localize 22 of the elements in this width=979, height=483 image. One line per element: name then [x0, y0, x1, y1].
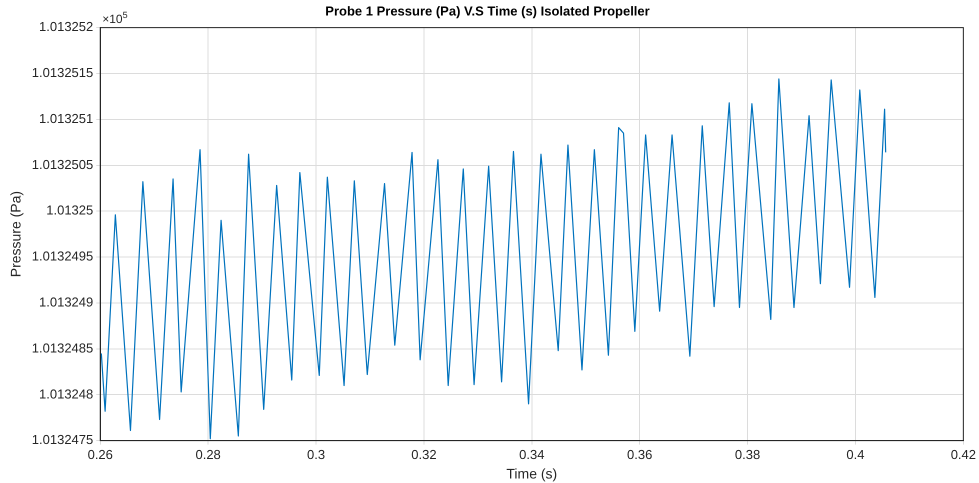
y-tick-label: 1.0132485 [32, 340, 94, 356]
x-tick-label: 0.36 [627, 446, 652, 462]
y-tick-label: 1.013248 [39, 386, 94, 402]
x-tick-label: 0.26 [88, 446, 113, 462]
y-tick-label: 1.0132505 [32, 156, 94, 172]
y-axis-title: Pressure (Pa) [7, 190, 24, 278]
x-axis-title: Time (s) [506, 465, 558, 482]
y-tick-label: 1.0132495 [32, 248, 94, 264]
x-tick-label: 0.42 [950, 446, 976, 462]
y-tick-label: 1.0132475 [32, 432, 94, 448]
x-tick-label: 0.3 [306, 446, 326, 462]
x-tick-label: 0.34 [519, 446, 544, 462]
y-tick-label: 1.013249 [39, 294, 94, 310]
y-tick-label: 1.013251 [39, 110, 94, 126]
x-tick-label: 0.38 [734, 446, 760, 462]
y-tick-label: 1.01325 [46, 202, 94, 218]
x-tick-label: 0.32 [411, 446, 437, 462]
y-tick-label: 1.0132515 [32, 65, 94, 80]
x-tick-label: 0.28 [195, 446, 221, 462]
chart-title: Probe 1 Pressure (Pa) V.S Time (s) Isolated Propeller [325, 3, 650, 18]
x-tick-label: 0.4 [846, 446, 864, 462]
y-tick-label: 1.013252 [39, 19, 94, 34]
